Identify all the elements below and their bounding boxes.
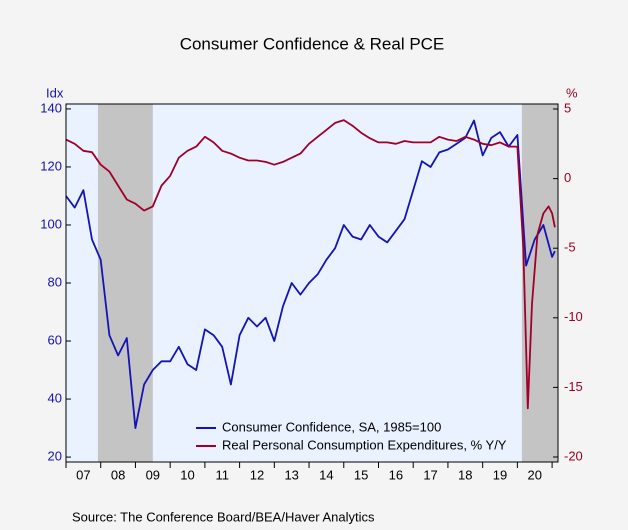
x-tick-label: 18 <box>458 467 472 482</box>
y-tick-label: 40 <box>48 390 62 405</box>
y-tick-label: 100 <box>40 216 62 231</box>
recession-shade <box>97 104 153 462</box>
series-line <box>65 119 556 410</box>
legend-label: Consumer Confidence, SA, 1985=100 <box>222 419 441 434</box>
y2-tick-label: -20 <box>564 448 583 463</box>
y2-tick-label: 0 <box>564 170 571 185</box>
x-tick-label: 20 <box>528 467 542 482</box>
legend-label: Real Personal Consumption Expenditures, … <box>222 437 507 452</box>
x-tick-label: 08 <box>111 467 125 482</box>
y-tick-label: 20 <box>48 449 62 464</box>
y2-tick-label: -10 <box>564 309 583 324</box>
y2-tick-label: 5 <box>564 100 571 115</box>
x-tick-label: 10 <box>180 467 194 482</box>
y2-tick-label: -15 <box>564 379 583 394</box>
x-tick-label: 14 <box>319 467 333 482</box>
x-tick-label: 15 <box>354 467 368 482</box>
series-line <box>65 119 556 429</box>
chart-title: Consumer Confidence & Real PCE <box>180 34 445 53</box>
y-tick-label: 120 <box>40 158 62 173</box>
x-tick-label: 11 <box>215 467 229 482</box>
y2-axis-label: % <box>566 85 578 100</box>
source-note: Source: The Conference Board/BEA/Haver A… <box>72 509 375 524</box>
y-axis-label: Idx <box>46 85 64 100</box>
y-tick-label: 80 <box>48 274 62 289</box>
x-tick-label: 17 <box>423 467 437 482</box>
y-tick-label: 140 <box>40 100 62 115</box>
x-tick-label: 07 <box>76 467 90 482</box>
x-tick-label: 19 <box>493 467 507 482</box>
x-tick-label: 16 <box>389 467 403 482</box>
x-tick-label: 09 <box>146 467 160 482</box>
x-tick-label: 12 <box>250 467 264 482</box>
y2-tick-label: -5 <box>564 240 576 255</box>
plot-frame <box>65 103 559 463</box>
y-tick-label: 60 <box>48 332 62 347</box>
x-tick-label: 13 <box>284 467 298 482</box>
